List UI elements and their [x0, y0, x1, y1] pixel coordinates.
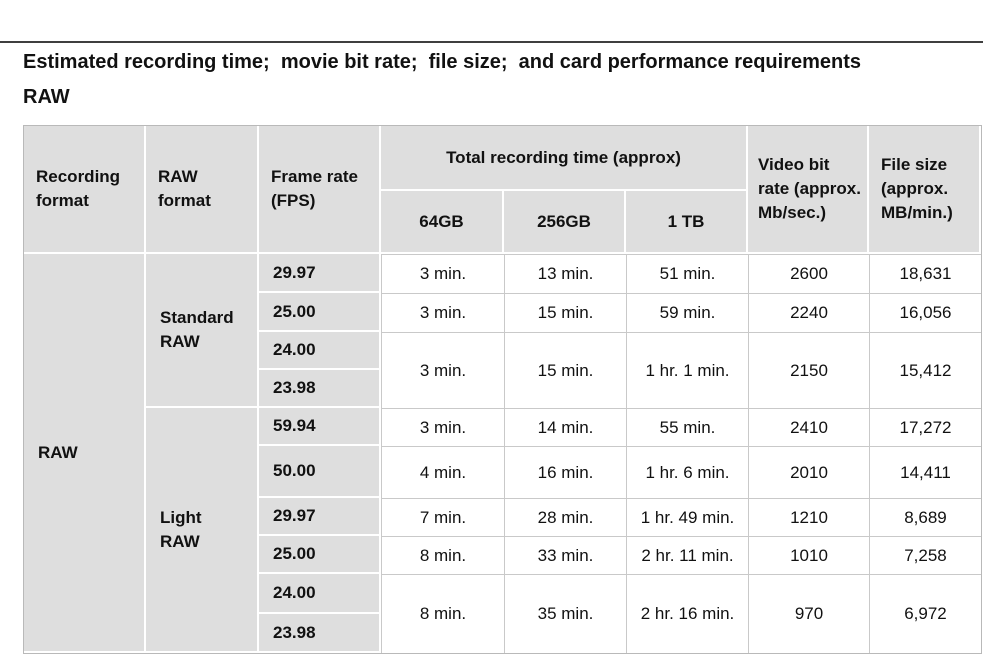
bitrate-cell: 1210 [748, 498, 869, 536]
time-256gb-cell: 15 min. [504, 332, 626, 408]
table-row: RAW Standard RAW 29.97 3 min. 13 min. 51… [24, 254, 981, 653]
time-64gb-cell: 7 min. [381, 498, 504, 536]
time-1tb-cell: 59 min. [626, 293, 748, 332]
table-row: 25.00 8 min. 33 min. 2 hr. 11 min. 1010 … [24, 536, 981, 574]
fps-cell: 25.00 [259, 536, 381, 574]
header-row-top: Recording format RAW format Frame rate (… [24, 126, 981, 254]
time-256gb-cell: 28 min. [504, 498, 626, 536]
time-64gb-cell: 3 min. [381, 332, 504, 408]
page-title: Estimated recording time; movie bit rate… [23, 51, 862, 73]
time-64gb-cell: 3 min. [381, 254, 504, 293]
time-1tb-cell: 55 min. [626, 408, 748, 446]
time-1tb-cell: 2 hr. 11 min. [626, 536, 748, 574]
time-64gb-cell: 8 min. [381, 536, 504, 574]
header-raw-format: RAW format [146, 126, 259, 254]
bitrate-cell: 970 [748, 574, 869, 653]
table-row: 25.00 3 min. 15 min. 59 min. 2240 16,056 [24, 293, 981, 332]
fps-cell: 29.97 [259, 498, 381, 536]
time-64gb-cell: 8 min. [381, 574, 504, 653]
time-64gb-cell: 3 min. [381, 408, 504, 446]
table-row: 23.98 [24, 370, 981, 408]
header-256gb: 256GB [504, 191, 626, 254]
fps-cell: 24.00 [259, 332, 381, 370]
bitrate-cell: 2410 [748, 408, 869, 446]
time-1tb-cell: 1 hr. 6 min. [626, 446, 748, 498]
filesize-cell: 8,689 [869, 498, 981, 536]
header-frame-rate: Frame rate (FPS) [259, 126, 381, 254]
page-divider-rule [0, 41, 983, 43]
filesize-cell: 7,258 [869, 536, 981, 574]
bitrate-cell: 2600 [748, 254, 869, 293]
cell-raw-format-light: Light RAW [146, 408, 259, 653]
time-1tb-cell: 1 hr. 49 min. [626, 498, 748, 536]
filesize-cell: 16,056 [869, 293, 981, 332]
time-256gb-cell: 13 min. [504, 254, 626, 293]
fps-cell: 25.00 [259, 293, 381, 332]
table-row: 23.98 [24, 614, 981, 653]
header-file-size: File size (approx. MB/min.) [869, 126, 981, 254]
time-64gb-cell: 4 min. [381, 446, 504, 498]
fps-cell: 23.98 [259, 370, 381, 408]
table-row: 50.00 4 min. 16 min. 1 hr. 6 min. 2010 1… [24, 446, 981, 498]
bitrate-cell: 1010 [748, 536, 869, 574]
bitrate-cell: 2240 [748, 293, 869, 332]
header-1tb: 1 TB [626, 191, 748, 254]
header-total-recording-time: Total recording time (approx) [381, 126, 748, 191]
raw-recording-table: Recording format RAW format Frame rate (… [23, 125, 982, 654]
filesize-cell: 15,412 [869, 332, 981, 408]
filesize-cell: 17,272 [869, 408, 981, 446]
time-1tb-cell: 1 hr. 1 min. [626, 332, 748, 408]
fps-cell: 24.00 [259, 574, 381, 614]
filesize-cell: 18,631 [869, 254, 981, 293]
time-1tb-cell: 51 min. [626, 254, 748, 293]
fps-cell: 23.98 [259, 614, 381, 653]
fps-cell: 29.97 [259, 254, 381, 293]
bitrate-cell: 2010 [748, 446, 869, 498]
table-row: 24.00 8 min. 35 min. 2 hr. 16 min. 970 6… [24, 574, 981, 653]
time-256gb-cell: 35 min. [504, 574, 626, 653]
header-video-bit-rate: Video bit rate (approx. Mb/sec.) [748, 126, 869, 254]
time-256gb-cell: 14 min. [504, 408, 626, 446]
bitrate-cell: 2150 [748, 332, 869, 408]
cell-recording-format: RAW [24, 254, 146, 653]
header-recording-format: Recording format [24, 126, 146, 254]
time-64gb-cell: 3 min. [381, 293, 504, 332]
cell-raw-format-standard: Standard RAW [146, 254, 259, 408]
fps-cell: 59.94 [259, 408, 381, 446]
time-256gb-cell: 16 min. [504, 446, 626, 498]
raw-recording-table-container: Recording format RAW format Frame rate (… [23, 125, 982, 654]
section-heading: RAW [23, 86, 70, 108]
header-64gb: 64GB [381, 191, 504, 254]
filesize-cell: 6,972 [869, 574, 981, 653]
table-row: Light RAW 59.94 3 min. 14 min. 55 min. 2… [24, 408, 981, 653]
time-256gb-cell: 33 min. [504, 536, 626, 574]
filesize-cell: 14,411 [869, 446, 981, 498]
fps-cell: 50.00 [259, 446, 381, 498]
header-row-capacities: 64GB 256GB 1 TB [24, 191, 981, 254]
table-row: 29.97 7 min. 28 min. 1 hr. 49 min. 1210 … [24, 498, 981, 536]
time-256gb-cell: 15 min. [504, 293, 626, 332]
table-row: 24.00 3 min. 15 min. 1 hr. 1 min. 2150 1… [24, 332, 981, 408]
time-1tb-cell: 2 hr. 16 min. [626, 574, 748, 653]
